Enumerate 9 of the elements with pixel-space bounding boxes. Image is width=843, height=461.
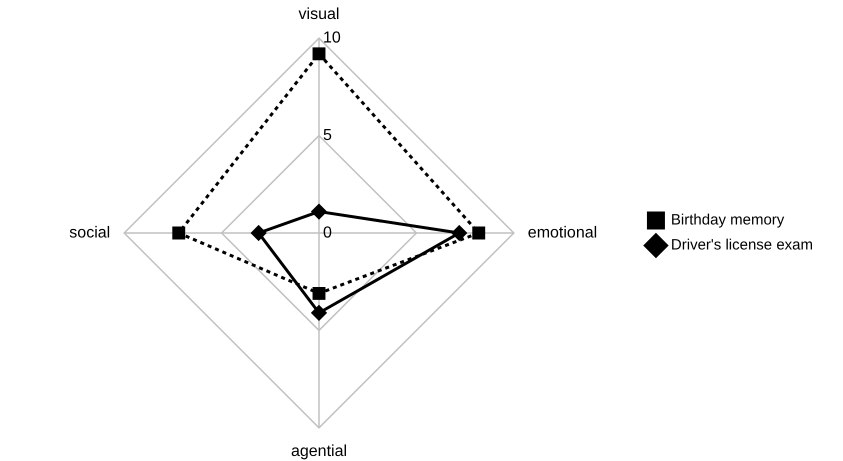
legend-label: Driver's license exam [670,236,814,254]
spoke-label: agential [290,442,348,460]
y-tick-label: 5 [323,127,332,144]
legend-label: Birthday memory [670,212,785,229]
spoke-label: emotional [528,224,598,242]
spoke-label: visual [298,6,340,24]
y-tick-label: 10 [323,30,341,47]
spoke-label: social [69,224,110,242]
y-tick-label: 0 [323,224,332,242]
